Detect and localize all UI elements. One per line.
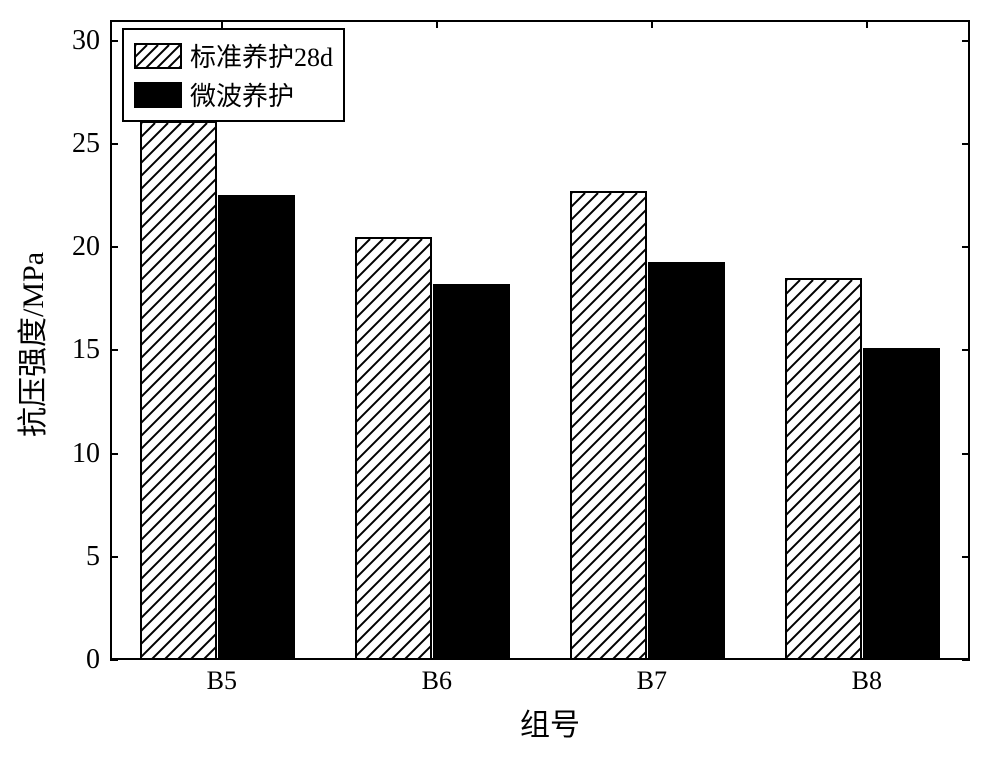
y-tick-label: 0 — [50, 644, 100, 676]
x-tick-label: B5 — [192, 666, 252, 696]
y-tick — [962, 246, 970, 248]
y-tick — [962, 556, 970, 558]
x-tick — [651, 20, 653, 28]
x-tick — [221, 20, 223, 28]
legend-item: 微波养护 — [134, 76, 333, 113]
legend-swatch-hatched — [134, 43, 182, 69]
legend-label: 微波养护 — [190, 76, 294, 113]
y-tick-label: 20 — [50, 231, 100, 263]
y-tick — [962, 143, 970, 145]
legend-swatch-solid — [134, 82, 182, 108]
y-tick — [962, 349, 970, 351]
legend-item: 标准养护28d — [134, 37, 333, 74]
y-tick — [962, 453, 970, 455]
legend: 标准养护28d微波养护 — [122, 28, 345, 122]
y-tick — [110, 556, 118, 558]
y-tick — [110, 453, 118, 455]
legend-label: 标准养护28d — [190, 37, 333, 74]
y-tick — [962, 40, 970, 42]
y-axis-label: 抗压强度/MPa — [8, 257, 52, 437]
y-tick-label: 10 — [50, 438, 100, 470]
bar-solid — [433, 284, 510, 660]
bar-solid — [863, 348, 940, 660]
x-tick — [436, 20, 438, 28]
y-tick-label: 30 — [50, 25, 100, 57]
y-tick — [110, 143, 118, 145]
x-tick-label: B6 — [407, 666, 467, 696]
y-tick-label: 25 — [50, 128, 100, 160]
y-tick — [962, 659, 970, 661]
y-tick — [110, 40, 118, 42]
bar-hatched — [785, 278, 862, 660]
bar-hatched — [140, 121, 217, 660]
y-tick — [110, 246, 118, 248]
x-tick-label: B7 — [622, 666, 682, 696]
bar-hatched — [570, 191, 647, 660]
y-tick — [110, 659, 118, 661]
y-tick-label: 15 — [50, 334, 100, 366]
chart-container: 抗压强度/MPa 组号 标准养护28d微波养护 0 5 10 15 20 25 30 B5 B6… — [0, 0, 1000, 760]
y-tick-label: 5 — [50, 541, 100, 573]
x-tick-label: B8 — [837, 666, 897, 696]
bar-hatched — [355, 237, 432, 660]
x-tick — [866, 20, 868, 28]
bar-solid — [218, 195, 295, 660]
y-tick — [110, 349, 118, 351]
bar-solid — [648, 262, 725, 660]
x-axis-label: 组号 — [500, 700, 600, 744]
